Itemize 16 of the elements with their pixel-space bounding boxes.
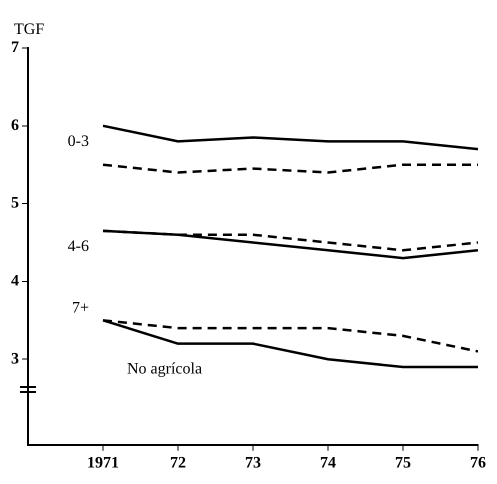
annotation: No agrícola xyxy=(127,360,202,378)
y-tick-label: 4 xyxy=(11,272,19,290)
y-axis-title: TGF xyxy=(14,21,44,38)
series-label: 0-3 xyxy=(68,133,89,150)
series-label: 4-6 xyxy=(68,238,89,256)
x-tick-label: 1971 xyxy=(87,454,119,472)
y-tick-label: 6 xyxy=(11,116,19,134)
y-tick-label: 5 xyxy=(11,194,19,212)
series-label: 7+ xyxy=(72,300,89,317)
x-tick-label: 73 xyxy=(245,454,261,472)
y-tick-label: 3 xyxy=(11,350,19,368)
x-tick-label: 74 xyxy=(320,454,336,472)
x-tick-label: 76 xyxy=(470,454,486,472)
x-tick-label: 72 xyxy=(170,454,186,472)
y-tick-label: 7 xyxy=(11,39,19,56)
x-tick-label: 75 xyxy=(395,454,411,472)
